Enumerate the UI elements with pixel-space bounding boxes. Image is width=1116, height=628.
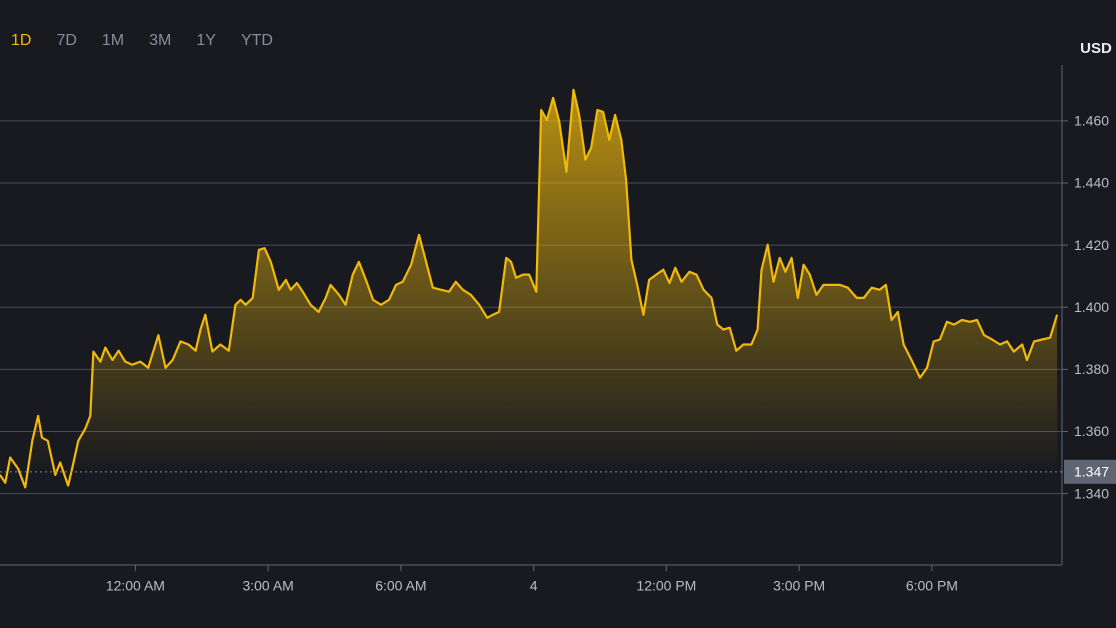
x-tick-label: 6:00 PM xyxy=(906,578,958,594)
y-tick-label: 1.360 xyxy=(1074,423,1109,439)
y-axis-label: USD xyxy=(1080,40,1112,57)
price-line xyxy=(0,88,1059,489)
range-button[interactable]: 1D xyxy=(11,32,32,49)
x-tick-label: 12:00 PM xyxy=(636,578,696,594)
y-tick-label: 1.420 xyxy=(1074,237,1109,253)
y-tick-label: 1.440 xyxy=(1074,175,1109,191)
y-tick-label: 1.380 xyxy=(1074,361,1109,377)
y-tick-label: 1.400 xyxy=(1074,299,1109,315)
range-button[interactable]: 1M xyxy=(101,32,125,49)
range-button[interactable]: YTD xyxy=(240,32,273,49)
x-tick-label: 12:00 AM xyxy=(106,578,165,594)
current-price-label: 1.347 xyxy=(1074,464,1109,480)
x-tick-label: 3:00 AM xyxy=(242,578,293,594)
range-button[interactable]: 1Y xyxy=(196,32,216,49)
range-button[interactable]: 3M xyxy=(149,32,172,49)
y-tick-label: 1.340 xyxy=(1074,485,1109,501)
x-tick-label: 6:00 AM xyxy=(375,578,426,594)
x-tick-label: 3:00 PM xyxy=(773,578,825,594)
x-tick-label: 4 xyxy=(530,578,538,594)
y-tick-label: 1.460 xyxy=(1074,113,1109,129)
range-button[interactable]: 7D xyxy=(56,32,77,49)
current-price-badge xyxy=(1064,459,1116,484)
area-fill xyxy=(0,89,1058,488)
range-selector: 1D 7D 1M 3M 1Y YTD xyxy=(0,30,287,54)
